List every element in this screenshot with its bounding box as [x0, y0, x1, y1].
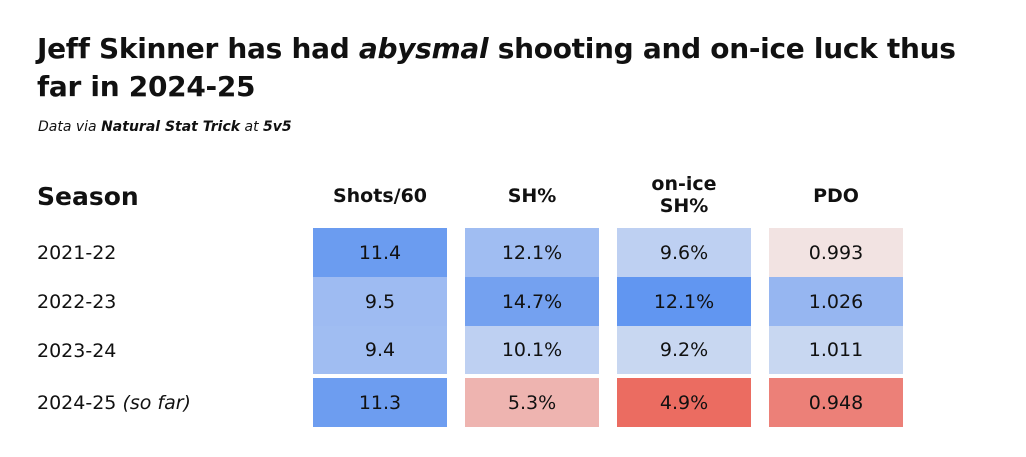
- table-cell-onice: 9.6%: [617, 228, 751, 277]
- subtitle-strength: 5v5: [263, 119, 292, 135]
- table-cell-sh: 14.7%: [465, 277, 599, 326]
- column-header-line1: SH%: [507, 185, 557, 207]
- table-cell-pdo: 1.026: [769, 277, 903, 326]
- table-cell-onice: 9.2%: [617, 326, 751, 374]
- table-cell-sh: 5.3%: [465, 378, 599, 427]
- season-label: 2021-22: [37, 241, 116, 265]
- chart-subtitle: Data via Natural Stat Trick at 5v5: [38, 119, 292, 135]
- column-header-pdo: PDO: [769, 185, 903, 207]
- subtitle-prefix: Data via: [38, 119, 102, 135]
- column-header-line1: Shots/60: [332, 185, 428, 207]
- column-header-onice: on-ice SH%: [617, 173, 751, 217]
- subtitle-mid: at: [240, 119, 264, 135]
- table-cell-pdo: 0.993: [769, 228, 903, 277]
- season-label: 2022-23: [37, 290, 116, 314]
- table-cell-pdo: 1.011: [769, 326, 903, 374]
- season-value: 2024-25: [37, 392, 117, 414]
- column-header-line1: PDO: [813, 185, 859, 207]
- column-header-line1: on-ice: [651, 173, 717, 195]
- chart-title: Jeff Skinner has had abysmal shooting an…: [37, 30, 1007, 106]
- table-cell-shots60: 9.4: [313, 326, 447, 374]
- table-cell-shots60: 9.5: [313, 277, 447, 326]
- season-value: 2021-22: [37, 242, 117, 264]
- season-note: (so far): [122, 392, 191, 414]
- title-part1: Jeff Skinner has had: [37, 32, 359, 65]
- table-cell-onice: 4.9%: [617, 378, 751, 427]
- season-value: 2023-24: [37, 340, 117, 362]
- table-cell-sh: 12.1%: [465, 228, 599, 277]
- season-value: 2022-23: [37, 291, 117, 313]
- table-cell-shots60: 11.3: [313, 378, 447, 427]
- season-header: Season: [37, 182, 139, 211]
- column-header-shots60: Shots/60: [313, 185, 447, 207]
- season-label: 2023-24: [37, 339, 116, 363]
- table-cell-sh: 10.1%: [465, 326, 599, 374]
- column-header-line2: SH%: [659, 195, 709, 217]
- season-label: 2024-25 (so far): [37, 391, 191, 415]
- table-cell-shots60: 11.4: [313, 228, 447, 277]
- title-part2: shooting and on-ice luck thus far in 202…: [37, 32, 956, 103]
- table-cell-onice: 12.1%: [617, 277, 751, 326]
- subtitle-source: Natural Stat Trick: [101, 119, 241, 135]
- table-cell-pdo: 0.948: [769, 378, 903, 427]
- title-emphasis: abysmal: [358, 32, 489, 65]
- column-header-sh: SH%: [465, 185, 599, 207]
